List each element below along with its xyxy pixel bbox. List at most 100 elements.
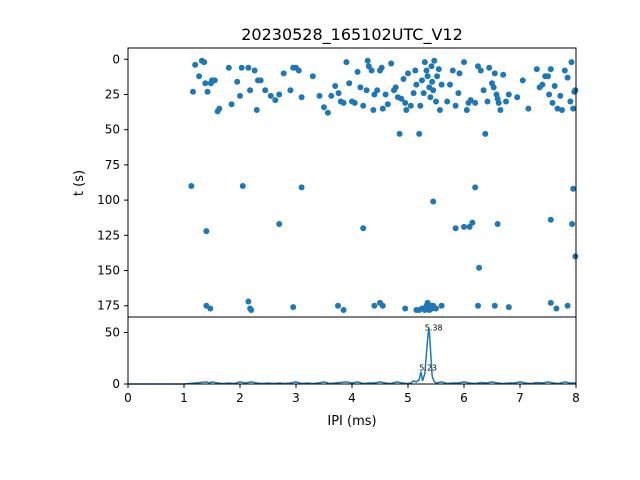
scatter-point-88 [433,98,439,105]
scatter-point-20 [253,107,260,113]
scatter-point-142 [188,183,195,189]
top-y-ticks: 0 25 50 75 100 125 150 175 [97,52,128,313]
scatter-point-69 [403,107,410,113]
scatter-point-135 [561,67,568,74]
bottom-y-tick-label: 0 [112,377,120,391]
bottom-x-tick-label: 7 [516,391,524,405]
peak-annotation-1: 5.23 [419,364,437,373]
scatter-point-116 [497,107,504,113]
scatter-point-132 [554,105,561,112]
scatter-point-166 [335,302,341,309]
scatter-point-119 [505,91,512,98]
scatter-point-78 [420,90,427,97]
scatter-point-1 [192,61,199,68]
scatter-point-128 [546,91,553,98]
scatter-point-49 [363,87,370,94]
scatter-point-43 [346,80,353,87]
scatter-point-34 [316,92,323,99]
scatter-point-89 [434,73,441,80]
scatter-point-155 [461,223,467,230]
histogram-series [128,327,576,385]
scatter-point-71 [407,102,414,109]
scatter-point-22 [257,77,264,84]
scatter-point-31 [295,67,302,74]
scatter-point-154 [452,225,459,232]
scatter-point-143 [239,183,246,189]
scatter-point-130 [549,99,556,106]
scatter-point-6 [204,88,211,95]
scatter-point-72 [410,90,417,97]
scatter-point-184 [475,302,481,309]
scatter-point-32 [298,94,305,101]
scatter-point-94 [447,81,453,88]
bottom-x-tick-label: 6 [460,391,468,405]
scatter-point-11 [216,105,223,112]
scatter-point-137 [567,98,574,105]
scatter-point-164 [248,307,255,313]
histogram-line [128,327,576,385]
scatter-point-76 [417,102,424,109]
scatter-point-99 [461,59,467,66]
scatter-point-26 [276,91,283,98]
scatter-point-105 [477,67,484,74]
scatter-point-4 [201,59,208,66]
scatter-point-106 [480,87,487,94]
scatter-point-55 [374,87,381,94]
bottom-y-ticks: 0 50 [105,325,128,391]
scatter-point-60 [384,101,391,108]
scatter-point-189 [564,302,571,309]
scatter-point-97 [455,90,462,97]
scatter-point-15 [237,92,243,99]
scatter-point-121 [519,77,526,84]
bottom-x-tick-label: 2 [236,391,244,405]
scatter-point-157 [469,219,476,226]
scatter-point-90 [435,66,442,73]
scatter-point-86 [430,87,437,94]
scatter-point-67 [400,76,407,82]
peak-annotation-0: 5.38 [425,323,443,332]
scatter-point-139 [570,105,577,112]
scatter-point-85 [429,78,436,85]
scatter-point-170 [379,302,386,309]
scatter-point-19 [251,67,258,74]
scatter-point-153 [360,225,367,232]
scatter-point-156 [466,223,473,230]
scatter-point-87 [431,57,438,64]
scatter-point-61 [388,60,395,67]
top-y-tick-label: 125 [97,228,120,242]
top-y-tick-label: 25 [105,87,120,101]
top-y-axis-label: t (s) [72,170,87,196]
bottom-x-tick-label: 1 [180,391,188,405]
scatter-point-25 [272,97,279,104]
scatter-point-118 [503,98,509,105]
scatter-point-145 [472,184,479,191]
scatter-point-95 [449,67,456,74]
scatter-point-17 [245,64,252,71]
scatter-point-80 [423,67,430,74]
scatter-point-77 [419,77,425,84]
scatter-point-131 [551,83,558,89]
scatter-point-65 [396,130,403,137]
scatter-point-35 [321,104,327,111]
scatter-point-18 [247,87,254,94]
scatter-point-159 [572,253,579,260]
scatter-point-168 [371,302,378,309]
scatter-point-84 [428,63,435,70]
scatter-point-53 [370,107,377,113]
scatter-point-107 [482,130,489,137]
scatter-point-144 [298,184,305,191]
scatter-point-161 [207,305,214,312]
scatter-point-13 [228,101,235,108]
bottom-x-tick-label: 3 [292,391,300,405]
scatter-point-108 [484,98,491,105]
scatter-point-2 [196,73,203,80]
scatter-point-42 [343,59,350,66]
scatter-point-148 [276,221,283,227]
scatter-point-81 [424,73,431,80]
scatter-point-83 [427,94,434,101]
scatter-point-9 [211,77,218,84]
scatter-point-133 [557,92,564,99]
scatter-point-109 [486,64,493,71]
